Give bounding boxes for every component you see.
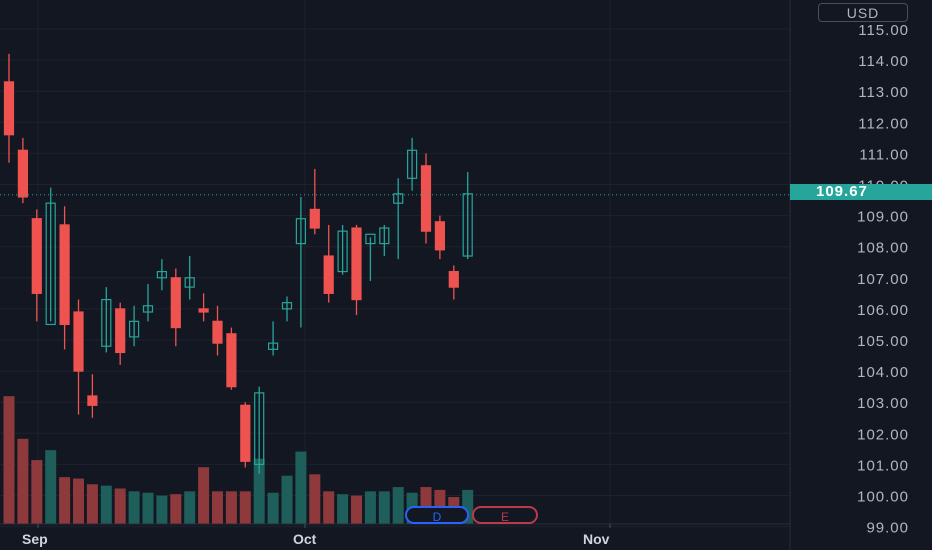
- y-tick-label: 102.00: [857, 426, 909, 443]
- candle-body: [226, 333, 237, 388]
- x-tick-label-oct: Oct: [293, 531, 317, 547]
- candle-body: [323, 255, 334, 294]
- volume-bar: [45, 450, 57, 524]
- candle-body: [142, 305, 154, 313]
- candle-body: [156, 270, 167, 279]
- y-tick-label: 111.00: [859, 146, 909, 163]
- candle-body: [101, 298, 112, 347]
- volume-bar: [323, 491, 335, 524]
- earnings-event-marker[interactable]: E: [472, 506, 538, 524]
- y-tick-label: 103.00: [857, 395, 909, 412]
- candle-body: [379, 227, 390, 245]
- volume-bar: [392, 487, 404, 524]
- volume-bar: [239, 491, 251, 524]
- candle-body: [212, 320, 223, 344]
- volume-bar: [170, 494, 182, 524]
- dividend-event-marker[interactable]: D: [405, 506, 469, 524]
- candle-body: [393, 193, 404, 204]
- candle-body: [420, 165, 432, 232]
- volume-bar: [462, 489, 474, 524]
- candle-body: [3, 81, 15, 136]
- volume-bar: [31, 460, 43, 524]
- candle-body: [129, 320, 140, 338]
- candle-body: [448, 270, 459, 288]
- y-tick-label: 100.00: [857, 489, 909, 506]
- current-price-label: 109.67: [790, 184, 932, 200]
- candle-body: [309, 208, 320, 229]
- volume-bar: [378, 491, 390, 524]
- volume-bar: [212, 491, 223, 524]
- x-tick-label-sep: Sep: [22, 531, 48, 547]
- candle-body: [17, 149, 28, 198]
- volume-bar: [3, 396, 15, 524]
- y-tick-label: 106.00: [857, 302, 909, 319]
- volume-bar: [198, 467, 210, 524]
- candle-body: [73, 311, 84, 372]
- candle-body: [170, 277, 181, 329]
- candle-body: [240, 404, 251, 462]
- y-tick-label: 101.00: [857, 457, 909, 474]
- y-tick-label: 114.00: [858, 53, 909, 70]
- candle-body: [198, 308, 209, 313]
- y-tick-label: 109.00: [857, 209, 909, 226]
- y-tick-label: 113.00: [858, 84, 909, 101]
- candle-body: [184, 277, 195, 288]
- candle-body: [45, 202, 56, 326]
- volume-bar: [128, 491, 140, 524]
- candle-body: [407, 149, 418, 179]
- candle-body: [268, 342, 279, 350]
- candle-body: [281, 302, 293, 310]
- volume-bar: [420, 487, 432, 524]
- volume-bar: [156, 495, 168, 524]
- y-tick-label: 99.00: [866, 520, 909, 537]
- volume-bar: [59, 477, 71, 524]
- volume-bar: [86, 484, 98, 524]
- candle-body: [295, 218, 306, 245]
- volume-bar: [142, 492, 154, 524]
- volume-bar: [309, 474, 321, 524]
- currency-selector[interactable]: USD: [818, 3, 908, 22]
- volume-bar: [351, 495, 362, 524]
- volume-bar: [114, 488, 126, 524]
- volume-bar: [225, 491, 237, 524]
- volume-bar: [253, 458, 265, 524]
- volume-bar: [17, 438, 29, 524]
- y-tick-label: 105.00: [857, 333, 909, 350]
- volume-bar: [73, 478, 84, 524]
- candle-body: [462, 193, 473, 257]
- candle-body: [87, 395, 98, 406]
- y-tick-label: 104.00: [857, 364, 909, 381]
- volume-bar: [281, 475, 293, 524]
- candle-body: [434, 221, 445, 251]
- candle-body: [254, 392, 265, 465]
- candle-body: [59, 224, 70, 326]
- y-tick-label: 115.00: [858, 22, 909, 39]
- candle-body: [31, 218, 42, 294]
- volume-bar: [100, 485, 112, 524]
- x-tick-label-nov: Nov: [583, 531, 610, 547]
- volume-bar: [184, 491, 196, 524]
- volume-bar: [364, 491, 376, 524]
- y-tick-label: 112.00: [858, 115, 909, 132]
- candle-body: [365, 233, 376, 245]
- candle-body: [337, 230, 348, 273]
- volume-bar: [337, 494, 349, 524]
- volume-bar: [295, 451, 307, 524]
- candle-body: [115, 308, 126, 354]
- candle-body: [351, 227, 362, 301]
- y-tick-label: 108.00: [857, 240, 909, 257]
- y-tick-label: 107.00: [857, 271, 909, 288]
- volume-bar: [267, 492, 279, 524]
